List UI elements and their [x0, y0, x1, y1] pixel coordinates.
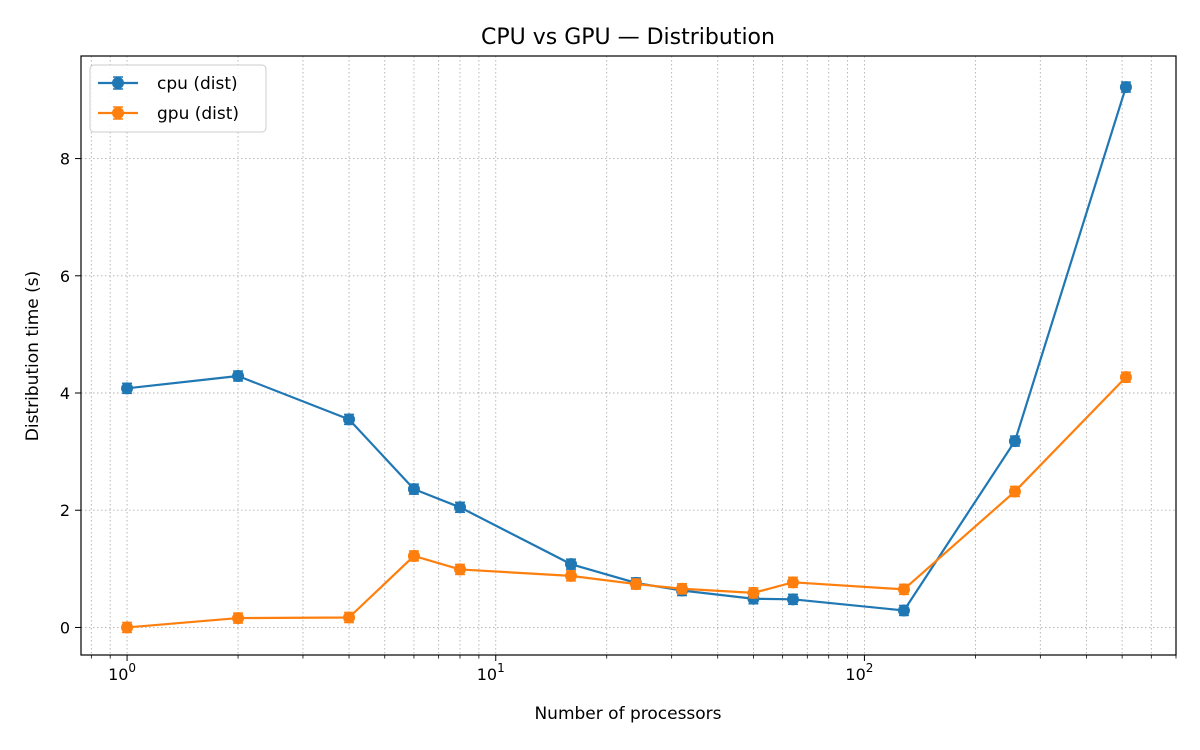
data-point: [407, 483, 420, 496]
data-point: [343, 413, 356, 426]
data-point: [232, 612, 245, 625]
data-point: [1008, 435, 1021, 448]
y-tick-label: 2: [60, 501, 70, 520]
data-point: [1119, 371, 1132, 384]
x-tick-label: 102: [845, 661, 873, 684]
legend-label: cpu (dist): [157, 74, 238, 94]
data-point: [232, 370, 245, 383]
data-point: [786, 576, 799, 589]
legend-box: [89, 64, 267, 133]
legend-swatch-marker: [112, 107, 124, 119]
x-tick-label-base: 10: [108, 665, 128, 684]
x-tick-label-exponent: 0: [128, 661, 136, 675]
data-point: [897, 583, 910, 596]
data-point: [565, 569, 578, 582]
data-point: [747, 586, 760, 599]
x-tick-label-exponent: 1: [497, 661, 505, 675]
y-axis-label: Distribution time (s): [23, 271, 43, 442]
series-layer: [121, 81, 1132, 634]
data-point: [629, 578, 642, 591]
data-point: [565, 558, 578, 571]
legend-label: gpu (dist): [157, 104, 239, 124]
y-tick-label: 0: [60, 618, 70, 637]
plot-frame: [80, 55, 1177, 656]
x-tick-label-base: 10: [477, 665, 497, 684]
data-point: [1008, 485, 1021, 498]
series-gpu-dist: [121, 371, 1132, 634]
data-point: [897, 604, 910, 617]
data-point: [343, 611, 356, 624]
legend: cpu (dist) gpu (dist): [89, 64, 267, 133]
x-axis-label: Number of processors: [534, 704, 721, 724]
x-tick-label: 101: [477, 661, 505, 684]
data-point: [121, 382, 134, 395]
data-point: [454, 501, 467, 514]
chart-title: CPU vs GPU — Distribution: [481, 25, 775, 50]
data-point: [121, 621, 134, 634]
x-tick-label-exponent: 2: [866, 661, 874, 675]
data-point: [786, 593, 799, 606]
data-point: [1119, 81, 1132, 94]
y-tick-label: 4: [60, 384, 70, 403]
data-point: [454, 563, 467, 576]
x-tick-label-base: 10: [845, 665, 865, 684]
data-point: [675, 582, 688, 595]
y-tick-label: 8: [60, 150, 70, 169]
y-tick-label: 6: [60, 267, 70, 286]
x-tick-label: 100: [108, 661, 136, 684]
data-point: [407, 549, 420, 562]
legend-swatch-marker: [112, 77, 124, 89]
